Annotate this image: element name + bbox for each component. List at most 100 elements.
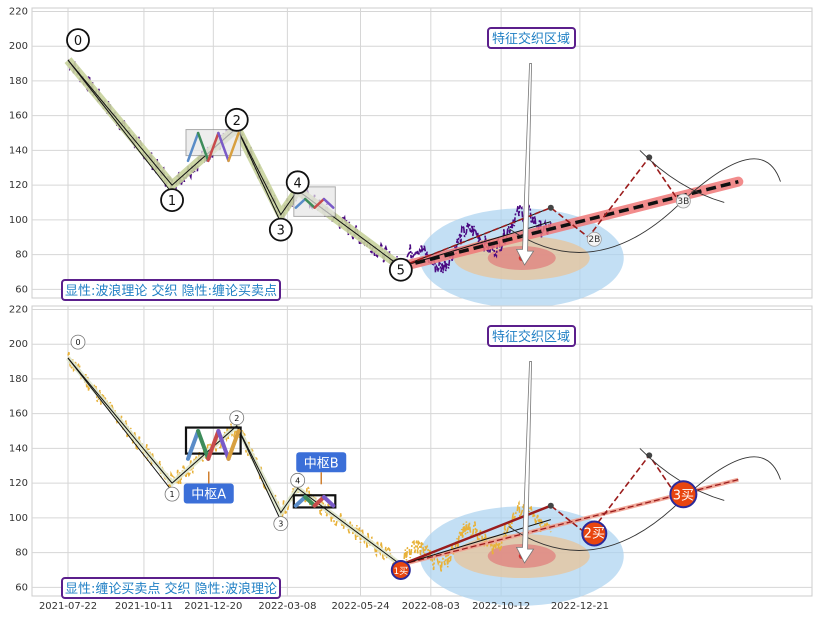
wave-label-text: 3	[278, 520, 283, 529]
feature-title-text: 特征交织区域	[492, 329, 570, 345]
wave-label: 1	[164, 486, 180, 502]
buy-point: 3买	[669, 480, 698, 509]
buy-point-circle	[669, 480, 698, 509]
wave-label-text: 0	[74, 34, 82, 49]
projection-marker-circle	[675, 193, 691, 209]
wave-label-circle	[290, 472, 306, 488]
wave-label: 1	[160, 188, 184, 213]
feature-title-box: 特征交织区域	[487, 27, 576, 49]
legend-text: 显性:波浪理论 交织 隐性:缠论买卖点	[65, 283, 277, 299]
zone-label-text: 中枢B	[304, 456, 339, 471]
wave-label-circle	[164, 486, 180, 502]
wave-label-text: 2	[234, 414, 239, 423]
pivot-zigzag-b	[294, 197, 307, 209]
zone-label: 中枢B	[296, 452, 347, 485]
buy-point: 2买	[581, 520, 608, 547]
y-tick-label: 120	[9, 478, 28, 489]
wave-label: 3	[273, 516, 289, 532]
y-tick-label: 180	[9, 76, 28, 87]
x-tick-label: 2021-10-11	[115, 601, 173, 612]
feature-title-frame	[487, 325, 576, 347]
pointer-arrow	[515, 63, 535, 266]
pivot-zigzag-b	[321, 495, 336, 508]
y-tick-label: 160	[9, 409, 28, 420]
zone-label: 中枢A	[183, 471, 234, 504]
y-tick-label: 140	[9, 443, 28, 454]
wave-label-text: 3	[277, 224, 285, 239]
y-tick-label: 80	[15, 250, 28, 261]
wave-label: 4	[290, 472, 306, 488]
x-tick-label: 2022-10-12	[472, 601, 530, 612]
zone-label-bg	[183, 483, 234, 504]
x-tick-label: 2022-08-03	[402, 601, 460, 612]
pivot-zigzag-b	[313, 197, 326, 209]
x-axis: 2021-07-22 2021-10-11 2021-12-20 2022-03-08…	[39, 601, 609, 612]
wave-label: 2	[224, 107, 249, 132]
projection-marker-text: 3B	[677, 197, 689, 207]
wave-label-circle	[160, 188, 184, 213]
projection-marker: 3B	[675, 193, 691, 209]
buy-point: 1买	[390, 559, 411, 580]
wave-label: 0	[66, 28, 90, 52]
projection-pivot	[547, 502, 554, 509]
x-tick-label: 2022-05-24	[331, 601, 389, 612]
legend-frame	[61, 577, 281, 599]
projection-pivot	[646, 452, 653, 459]
buy-point-circle	[390, 559, 411, 580]
wave-label-text: 5	[397, 264, 405, 279]
bottom-panel: 6080100120140160180200220特征交织区域显性:缠论买卖点 …	[9, 304, 813, 606]
wave-label-text: 4	[294, 176, 302, 191]
projection-marker-text: 2B	[588, 235, 600, 245]
pivot-zigzag-a	[227, 131, 240, 163]
wave-label-circle	[388, 257, 413, 282]
pivot-zone-a	[184, 426, 242, 455]
wave-label-circle	[66, 28, 90, 52]
y-tick-label: 120	[9, 180, 28, 191]
wave-label-circle	[70, 334, 86, 350]
wave-label-text: 2	[233, 114, 241, 129]
wave-label: 2	[229, 410, 245, 426]
buy-point-circle	[581, 520, 608, 547]
pivot-zigzag-b	[303, 197, 316, 209]
x-tick-label: 2022-12-21	[551, 601, 609, 612]
y-tick-label: 160	[9, 111, 28, 122]
wave-label-circle	[229, 410, 245, 426]
wave-label-text: 1	[168, 194, 176, 209]
wave-guide-line	[236, 425, 282, 521]
buy-point-text: 2买	[584, 526, 605, 541]
y-tick-label: 140	[9, 145, 28, 156]
projection-pivot	[547, 204, 554, 211]
y-tick-label: 180	[9, 374, 28, 385]
wave-label-text: 1	[170, 490, 175, 499]
pivot-zigzag-a	[186, 131, 200, 163]
buy-point-text: 1买	[393, 566, 408, 577]
pivot-zigzag-a	[196, 429, 211, 461]
price-series	[67, 351, 552, 573]
x-tick-label: 2021-12-20	[184, 601, 242, 612]
x-tick-label: 2021-07-22	[39, 601, 97, 612]
wave-guide-line	[236, 127, 282, 223]
y-tick-label: 200	[9, 339, 28, 350]
wave-line	[67, 357, 402, 566]
y-tick-label: 60	[15, 582, 28, 593]
projection-marker: 2B	[586, 231, 602, 247]
y-tick-label: 100	[9, 215, 28, 226]
pivot-zigzag-b	[303, 495, 317, 508]
wave-guide-line	[67, 59, 173, 194]
y-tick-label: 80	[15, 548, 28, 559]
y-tick-label: 200	[9, 41, 28, 52]
wave-label-text: 0	[75, 338, 80, 347]
pivot-zigzag-a	[207, 131, 220, 163]
legend-frame	[61, 279, 281, 301]
zone-label-bg	[296, 452, 347, 473]
legend-text: 显性:缠论买卖点 交织 隐性:波浪理论	[65, 581, 277, 597]
feature-title-frame	[487, 27, 576, 49]
wave-label-circle	[224, 107, 249, 132]
wave-label-circle	[268, 217, 293, 242]
wave-label: 4	[285, 170, 310, 195]
pivot-zigzag-a	[206, 429, 221, 461]
x-tick-label: 2022-03-08	[258, 601, 316, 612]
wave-guide-line	[67, 357, 173, 492]
